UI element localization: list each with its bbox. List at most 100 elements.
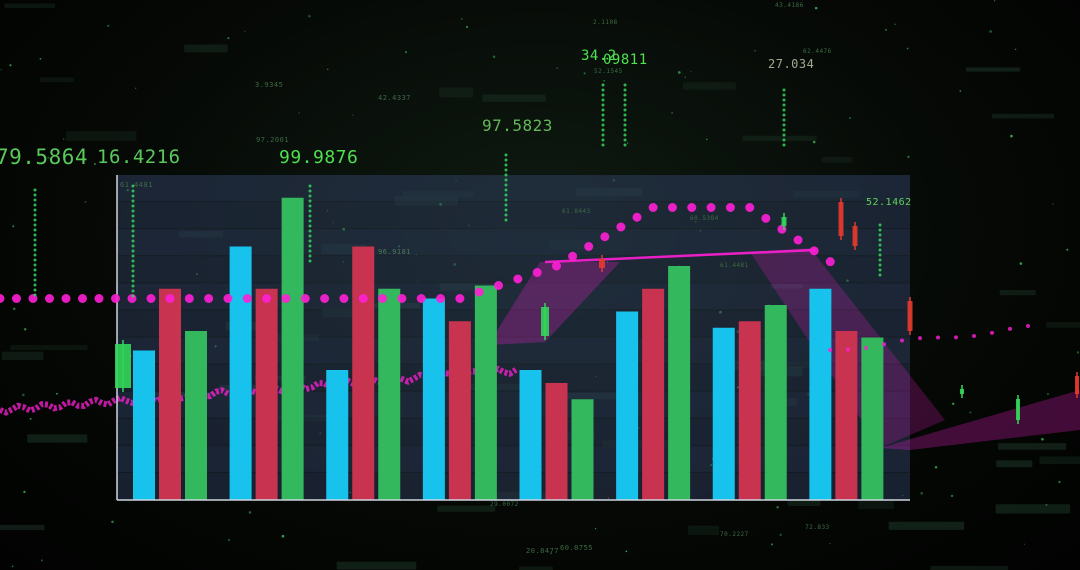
- streamer-dot: [504, 173, 508, 177]
- bg-speck: [455, 180, 457, 182]
- bar-s0-6: [712, 327, 735, 500]
- bg-dash: [997, 443, 1067, 450]
- faint-label-8: 61.4481: [720, 262, 749, 269]
- streamer-dot: [504, 188, 508, 192]
- bg-speck: [583, 72, 586, 75]
- overlay-dot: [12, 294, 21, 303]
- bg-dash: [999, 289, 1036, 296]
- streamer-dot: [504, 168, 508, 172]
- bg-speck: [11, 565, 14, 567]
- overlay-dot: [584, 242, 594, 251]
- bar-s1-3: [448, 321, 471, 500]
- overlay-dot: [204, 294, 214, 303]
- streamer-dot: [131, 279, 135, 283]
- bg-speck: [417, 281, 419, 283]
- streamer-dot: [33, 193, 37, 197]
- streamer-dot: [308, 239, 312, 243]
- overlay-tail-dot: [882, 342, 886, 347]
- streamer-dot: [33, 253, 37, 257]
- streamer-dot: [131, 284, 135, 288]
- bg-dash: [742, 135, 817, 142]
- bg-speck: [195, 273, 198, 276]
- bg-speck: [706, 138, 708, 141]
- streamer-dot: [623, 123, 627, 127]
- bg-speck: [989, 30, 992, 33]
- bar-s2-0: [185, 331, 207, 500]
- faint-label-12: 29.0072: [490, 501, 519, 508]
- overlay-dot: [568, 251, 578, 261]
- overlay-tail-dot: [846, 347, 850, 352]
- bg-speck: [111, 520, 114, 524]
- streamer-dot: [878, 228, 882, 232]
- streamer-dot: [601, 98, 605, 102]
- overlay-dot: [532, 268, 542, 277]
- streamer-dot: [504, 158, 508, 162]
- float-label-6: 09811: [603, 52, 648, 68]
- faint-label-14: 60.8755: [560, 544, 594, 552]
- bg-speck: [298, 112, 300, 114]
- streamer-dot: [131, 194, 135, 198]
- bg-dash: [996, 460, 1033, 468]
- streamer-dot: [504, 178, 508, 182]
- bg-speck: [227, 538, 231, 542]
- bg-speck: [1010, 134, 1013, 138]
- faint-label-15: 70.2227: [720, 531, 749, 538]
- bg-speck: [227, 36, 230, 40]
- bg-speck: [12, 225, 15, 228]
- bg-speck: [404, 51, 408, 54]
- streamer-dot: [601, 118, 605, 122]
- streamer-dot: [33, 248, 37, 252]
- bg-speck: [1052, 203, 1054, 205]
- candle-body-6: [907, 301, 913, 331]
- bar-s2-2: [378, 288, 401, 500]
- grid-stripe: [117, 202, 910, 229]
- bar-s0-1: [229, 246, 252, 500]
- streamer-dot: [601, 83, 605, 87]
- bar-s2-6: [764, 305, 787, 500]
- bg-speck: [94, 162, 96, 165]
- bg-speck: [1041, 437, 1044, 441]
- overlay-dot: [474, 287, 484, 297]
- bg-speck: [1066, 248, 1069, 251]
- streamer-dot: [33, 208, 37, 212]
- overlay-dot: [725, 203, 735, 212]
- streamer-dot: [308, 224, 312, 228]
- bg-speck: [550, 552, 552, 555]
- bg-speck: [326, 68, 329, 71]
- overlay-tail-dot: [954, 335, 958, 340]
- candle-body-0: [115, 344, 131, 388]
- streamer-dot: [782, 128, 786, 132]
- bg-dash: [1, 351, 44, 361]
- bg-speck: [950, 494, 954, 498]
- faint-label-7: 60.5384: [690, 215, 719, 222]
- faint-label-9: 2.1108: [593, 19, 618, 26]
- bar-s1-4: [545, 383, 568, 500]
- overlay-dot: [339, 294, 349, 303]
- candle-body-7: [960, 389, 964, 394]
- faint-label-5: 96.9181: [378, 248, 412, 256]
- streamer-dot: [308, 234, 312, 238]
- bg-speck: [308, 14, 311, 18]
- streamer-dot: [623, 128, 627, 132]
- faint-label-17: 43.4186: [775, 2, 804, 9]
- bg-speck: [352, 114, 354, 116]
- overlay-tail-dot: [990, 330, 994, 335]
- streamer-dot: [33, 233, 37, 237]
- streamer-dot: [33, 188, 37, 192]
- bg-speck: [47, 156, 50, 159]
- overlay-dot: [600, 232, 610, 242]
- overlay-dot: [687, 203, 697, 212]
- bg-dash: [402, 191, 474, 198]
- streamer-dot: [601, 113, 605, 117]
- overlay-dot: [416, 294, 426, 303]
- bg-speck: [56, 392, 58, 395]
- overlay-dot: [242, 294, 252, 303]
- bg-speck: [754, 49, 756, 52]
- float-label-8: 52.1462: [866, 197, 912, 208]
- bar-s1-0: [159, 288, 181, 500]
- bg-speck: [603, 79, 606, 82]
- streamer-dot: [623, 98, 627, 102]
- overlay-dot: [648, 203, 658, 212]
- bg-speck: [846, 279, 849, 282]
- overlay-dot: [494, 281, 504, 290]
